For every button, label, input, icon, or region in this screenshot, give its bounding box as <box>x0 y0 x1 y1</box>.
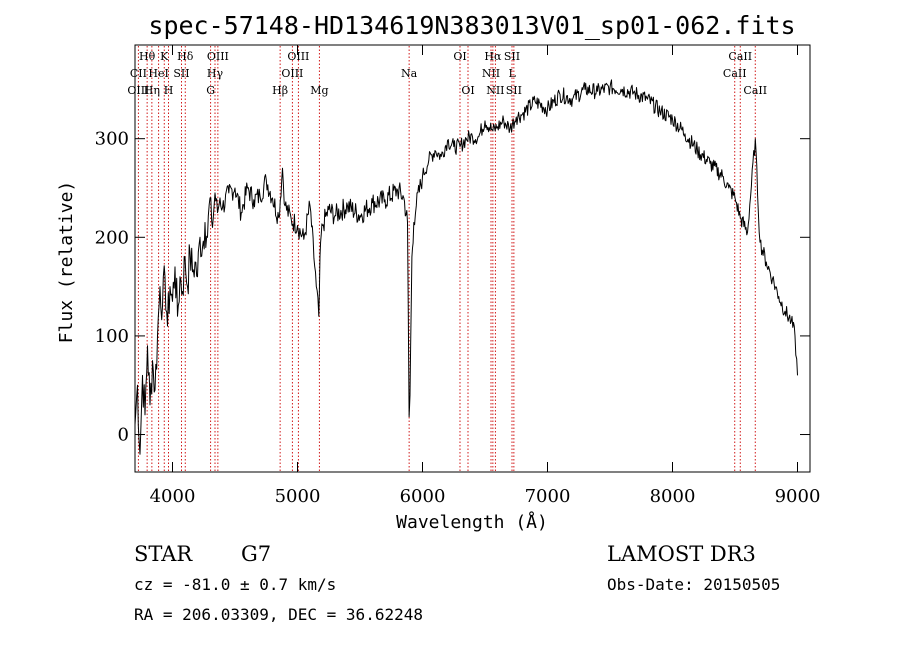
spectral-line-label: G <box>206 84 215 97</box>
axis-ticks: 4000 5000 6000 7000 8000 9000 0 100 200 300 <box>95 45 821 507</box>
spectral-line-label: L <box>508 67 516 80</box>
x-tick-label: 8000 <box>650 486 696 507</box>
spectral-line-label: SII <box>504 50 520 63</box>
spectral-line-label: CaII <box>743 84 767 97</box>
spectral-line-label: OIII <box>127 84 149 97</box>
spectral-line-label: CaII <box>723 67 747 80</box>
spectral-line-label: Mg <box>310 84 328 97</box>
spectral-line-label: Hγ <box>207 67 224 80</box>
x-tick-label: 4000 <box>150 486 196 507</box>
y-tick-label: 0 <box>118 425 129 446</box>
x-tick-label: 9000 <box>775 486 821 507</box>
spectral-line-label: CII <box>130 67 147 80</box>
spectral-line-label: HeI <box>148 67 168 80</box>
y-tick-label: 100 <box>95 326 129 347</box>
observation-date: Obs-Date: 20150505 <box>607 575 780 594</box>
spectral-line-label: K <box>160 50 169 63</box>
x-axis-label: Wavelength (Å) <box>396 511 548 533</box>
spectral-line-label: Hθ <box>139 50 156 63</box>
spectral-line-label: Hβ <box>272 84 288 97</box>
spectral-line-label: OIII <box>287 50 309 63</box>
object-subclass: G7 <box>241 542 271 566</box>
spectral-line-label: NII <box>486 84 504 97</box>
plot-frame <box>134 44 811 473</box>
spectral-line-label: Na <box>401 67 418 80</box>
x-tick-label: 5000 <box>275 486 321 507</box>
x-tick-label: 7000 <box>525 486 571 507</box>
spectral-line-label: SII <box>506 84 522 97</box>
y-tick-label: 200 <box>95 227 129 248</box>
spectral-line-label: Hη <box>144 84 160 97</box>
y-axis-label: Flux (relative) <box>56 181 77 344</box>
object-class: STAR <box>134 542 193 566</box>
spectral-line-label: NII <box>482 67 500 80</box>
spectral-line-label: OIII <box>281 67 303 80</box>
line-markers <box>137 46 756 471</box>
sky-coordinates: RA = 206.03309, DEC = 36.62248 <box>134 605 423 624</box>
spectral-line-label: Hα <box>484 50 502 63</box>
spectrum-line <box>134 79 798 455</box>
spectral-line-label: OI <box>453 50 466 63</box>
y-tick-label: 300 <box>95 129 129 150</box>
spectral-line-label: OIII <box>207 50 229 63</box>
x-tick-label: 6000 <box>400 486 446 507</box>
survey-name: LAMOST DR3 <box>607 542 756 566</box>
spectral-line-label: H <box>164 84 174 97</box>
spectral-line-label: Hδ <box>177 50 194 63</box>
spectral-line-label: OI <box>461 84 474 97</box>
chart-title: spec-57148-HD134619N383013V01_sp01-062.f… <box>148 11 795 40</box>
redshift-velocity: cz = -81.0 ± 0.7 km/s <box>134 575 336 594</box>
spectral-line-label: SII <box>173 67 189 80</box>
spectral-line-label: CaII <box>728 50 752 63</box>
